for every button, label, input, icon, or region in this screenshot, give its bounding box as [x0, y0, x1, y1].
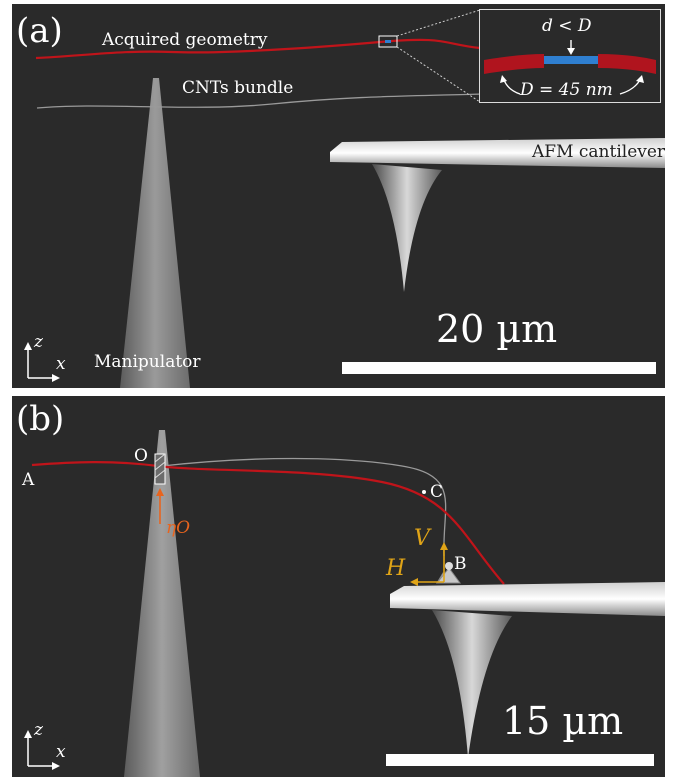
axis-indicator-a [24, 342, 60, 382]
axis-z-label-a: z [34, 332, 43, 352]
acquired-geometry-label: Acquired geometry [102, 30, 268, 50]
cnt-bundle [36, 93, 483, 109]
axis-x-label-b: x [56, 742, 66, 762]
point-o-label: O [134, 446, 148, 466]
panel-a: (a) Acquired geometry CNTs bundle AFM ca… [12, 4, 665, 388]
scale-bar-label-a: 20 µm [436, 307, 558, 351]
panel-b-image [31, 430, 665, 777]
force-v-label: V [414, 526, 430, 551]
force-h-label: H [386, 556, 406, 581]
inset-bottom-label: D = 45 nm [520, 80, 613, 100]
clamp-o [154, 453, 166, 485]
point-a-label: A [22, 470, 35, 490]
afm-cantilever-label: AFM cantilever [532, 142, 665, 162]
zoom-connector-top [396, 9, 481, 37]
inset-top-label: d < D [542, 16, 592, 36]
cnts-bundle-label: CNTs bundle [182, 78, 294, 98]
axis-z-label-b: z [34, 720, 43, 740]
zoom-box [378, 35, 398, 48]
panel-a-image [35, 9, 665, 388]
point-c-marker [422, 490, 426, 494]
axis-x-label-a: x [56, 354, 66, 374]
geometry-line-b [31, 461, 505, 585]
point-c-label: C [430, 482, 444, 502]
panel-b: (b) A O C B ηO V H 15 µm z x [12, 396, 665, 777]
scale-bar-label-b: 15 µm [502, 699, 624, 743]
manipulator-tip [120, 78, 190, 388]
inset-drawing [484, 40, 656, 95]
axis-indicator-b [24, 730, 60, 770]
scale-bar-a [342, 362, 656, 374]
manipulator-label: Manipulator [94, 352, 201, 372]
scale-bar-b [386, 754, 654, 766]
zoom-connector-bottom [396, 46, 481, 103]
panel-label-a: (a) [16, 11, 63, 51]
afm-cantilever-b [390, 582, 665, 616]
eta-o-label: ηO [166, 518, 191, 538]
point-b-marker [445, 562, 453, 570]
manipulator-tip-b [124, 430, 200, 777]
inset-box: d < D D = 45 nm [479, 9, 661, 103]
point-b-label: B [454, 554, 467, 574]
afm-tip-b [432, 610, 512, 758]
panel-label-b: (b) [16, 399, 65, 439]
acquired-geometry-line [35, 38, 481, 60]
zoom-box-marker [385, 40, 391, 43]
afm-tip [372, 164, 442, 292]
afm-cantilever [330, 138, 665, 168]
